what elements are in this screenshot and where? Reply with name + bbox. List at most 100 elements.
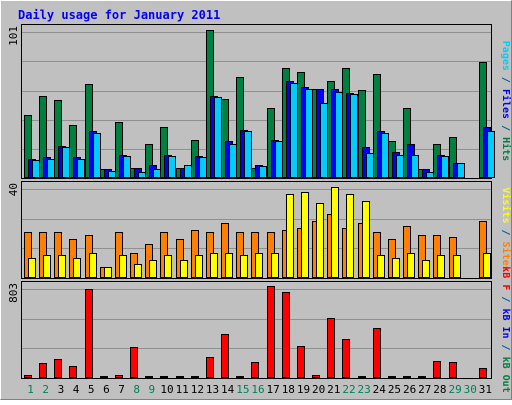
x-tick-label: 7	[118, 383, 125, 396]
bar-kb-f-day-10	[160, 376, 168, 378]
bar-pages-day-29	[457, 163, 465, 178]
x-tick-label: 27	[418, 383, 431, 396]
bar-pages-day-2	[47, 159, 55, 178]
bar-pages-day-14	[229, 144, 237, 178]
bar-visits-day-26	[407, 253, 415, 278]
bar-visits-day-28	[437, 255, 445, 278]
bar-kb-f-day-1	[24, 375, 32, 378]
series-pages	[32, 83, 495, 178]
bar-pages-day-17	[275, 141, 283, 178]
bar-kb-f-day-29	[449, 362, 457, 378]
bar-visits-day-3	[58, 255, 66, 278]
x-tick-label: 28	[433, 383, 446, 396]
bar-pages-day-20	[320, 103, 328, 178]
bar-pages-day-9	[153, 169, 161, 178]
bar-visits-day-1	[28, 258, 36, 278]
bar-visits-day-8	[134, 264, 142, 278]
panel-hits-legend-part: Files	[500, 89, 512, 119]
panel-kbytes-legend-part: /	[500, 290, 511, 308]
x-tick-label: 8	[133, 383, 140, 396]
bar-pages-day-18	[290, 83, 298, 178]
bar-kb-f-day-21	[327, 318, 335, 378]
x-tick-label: 21	[327, 383, 340, 396]
x-tick-label: 3	[58, 383, 65, 396]
bar-kb-f-day-17	[267, 286, 275, 378]
bar-kb-f-day-27	[418, 376, 426, 378]
panel-hits-legend-part: Pages	[500, 41, 511, 71]
x-tick-label: 23	[358, 383, 371, 396]
x-tick-label: 30	[464, 383, 477, 396]
x-tick-label: 22	[342, 383, 355, 396]
bar-pages-day-26	[411, 155, 419, 178]
panel-kbytes-legend-part: kB F	[500, 266, 511, 290]
panel-hits: 101 Pages / Files / Hits	[7, 24, 512, 179]
x-tick-label: 25	[388, 383, 401, 396]
x-tick-label: 13	[206, 383, 219, 396]
series-visits	[28, 187, 491, 278]
bar-visits-day-20	[316, 203, 324, 278]
bar-pages-day-16	[259, 166, 267, 178]
panel-kbytes-ymax-label: 803	[7, 283, 20, 303]
bar-pages-day-21	[335, 92, 343, 178]
panel-hits-legend-part: /	[500, 119, 511, 137]
x-tick-label: 6	[103, 383, 110, 396]
bar-pages-day-7	[123, 156, 131, 178]
bar-kb-f-day-20	[312, 375, 320, 378]
bar-visits-day-4	[73, 258, 81, 278]
bar-visits-day-16	[255, 253, 263, 278]
bar-kb-f-day-11	[176, 376, 184, 378]
bar-pages-day-23	[366, 153, 374, 178]
bar-visits-day-12	[195, 255, 203, 278]
x-tick-label: 26	[403, 383, 416, 396]
bar-visits-day-24	[377, 255, 385, 278]
x-tick-label: 9	[149, 383, 156, 396]
bar-pages-day-24	[381, 133, 389, 178]
bar-kb-f-day-25	[388, 376, 396, 378]
panel-sites: 40 Visits / Sites	[7, 181, 512, 279]
chart-title: Daily usage for January 2011	[18, 8, 220, 22]
bar-pages-day-3	[62, 147, 70, 178]
bar-pages-day-15	[244, 131, 252, 178]
panel-kbytes-legend-part: /	[500, 339, 511, 357]
series-kb-f	[24, 286, 487, 378]
bar-pages-day-25	[396, 155, 404, 178]
bar-visits-day-5	[89, 253, 97, 278]
bar-kb-f-day-7	[115, 375, 123, 378]
x-tick-label: 24	[373, 383, 387, 396]
panel-sites-legend-part: Visits	[500, 187, 512, 223]
bar-visits-day-21	[331, 187, 339, 278]
bar-kb-f-day-12	[191, 376, 199, 378]
bar-kb-f-day-18	[282, 292, 290, 378]
bar-visits-day-9	[149, 260, 157, 278]
bar-kb-f-day-4	[69, 366, 77, 378]
bar-kb-f-day-26	[403, 376, 411, 378]
panel-sites-legend-part: Sites	[500, 242, 512, 272]
panel-hits-legend: Pages / Files / Hits	[500, 41, 512, 161]
panel-kbytes-legend: kB F / kB In / kB Out	[500, 266, 511, 392]
bar-visits-day-2	[43, 255, 51, 278]
bar-pages-day-12	[199, 157, 207, 178]
x-tick-label: 1	[27, 383, 34, 396]
x-tick-label: 31	[479, 383, 492, 396]
x-tick-label: 12	[191, 383, 204, 396]
bar-kb-f-day-3	[54, 359, 62, 378]
bar-kb-f-day-31	[479, 368, 487, 378]
panel-sites-legend-part: /	[500, 223, 511, 241]
bar-kb-f-day-9	[145, 376, 153, 378]
bar-kb-f-day-13	[206, 357, 214, 378]
x-tick-label: 11	[176, 383, 189, 396]
bar-visits-day-10	[164, 255, 172, 278]
bar-visits-day-22	[346, 194, 354, 278]
bar-kb-f-day-28	[433, 361, 441, 378]
bar-pages-day-28	[441, 156, 449, 178]
bar-kb-f-day-24	[373, 328, 381, 378]
bar-kb-f-day-16	[251, 362, 259, 378]
x-tick-label: 5	[88, 383, 95, 396]
bar-pages-day-31	[487, 131, 495, 178]
bar-pages-day-10	[168, 156, 176, 178]
panel-kbytes: 803 kB F / kB In / kB Out	[7, 266, 511, 392]
bar-kb-f-day-2	[39, 363, 47, 378]
bar-visits-day-29	[453, 255, 461, 278]
